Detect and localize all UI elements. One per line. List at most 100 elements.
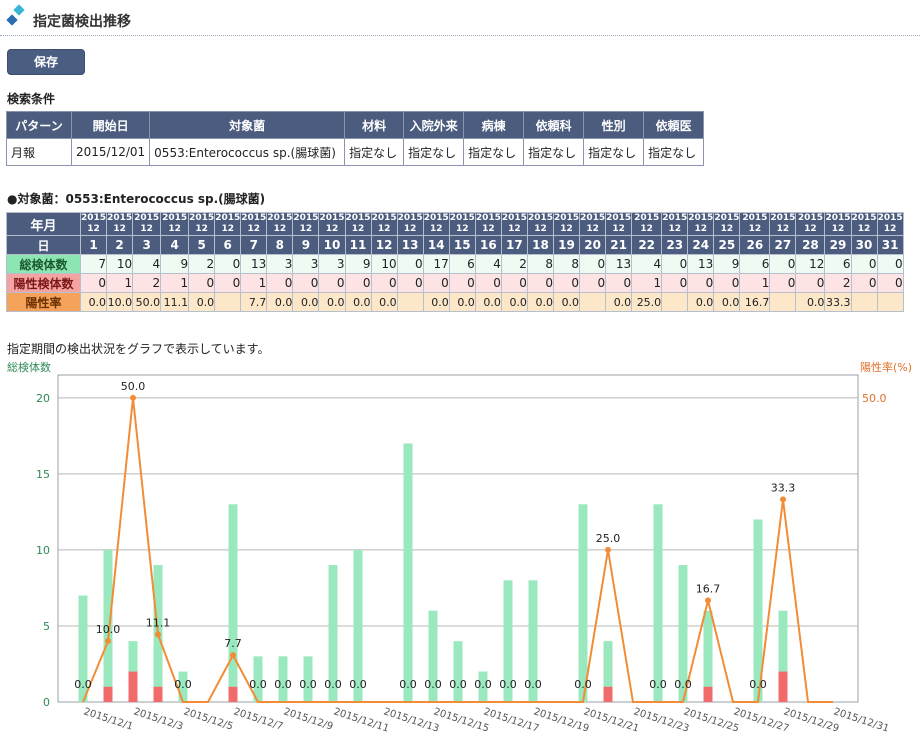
total-bar: [328, 565, 338, 702]
rate-cell: 7.7: [240, 292, 268, 312]
year-text: 2015: [449, 213, 475, 223]
total-bar: [453, 641, 463, 702]
total-cell: 7: [79, 254, 108, 274]
day-cell: 28: [795, 235, 826, 255]
save-button[interactable]: 保存: [7, 49, 85, 75]
positive-row-header: 陽性検体数: [6, 273, 81, 293]
year-month-cell: 2015 12: [106, 212, 134, 236]
month-text: 12: [560, 224, 573, 234]
total-bar: [403, 443, 413, 702]
day-cell: 5: [188, 235, 216, 255]
positive-bar: [603, 686, 613, 702]
year-month-header: 年月: [6, 212, 81, 236]
day-cell: 16: [474, 235, 502, 255]
month-text: 12: [429, 224, 443, 234]
total-row-header: 総検体数: [6, 254, 81, 274]
positive-cell: 2: [824, 273, 852, 293]
day-cell: 26: [739, 235, 771, 255]
total-bar: [653, 504, 663, 702]
rate-row: 陽性率 0.0 10.0 50.0 11.1 0.0 7.7 0.0 0.0 0.0 0.0 0.0…: [6, 292, 904, 312]
rate-cell: 0.0: [474, 292, 502, 312]
search-conditions-table: パターン 開始日 対象菌 材料 入院外来 病棟 依頼科 性別 依頼医 月報 20…: [6, 111, 705, 166]
total-bar: [603, 641, 613, 702]
search-conditions-label: 検索条件: [7, 92, 56, 106]
positive-cell: 0: [769, 273, 797, 293]
x-tick-label: 2015/12/29: [782, 706, 840, 734]
day-cell: 2: [106, 235, 134, 255]
x-tick-label: 2015/12/9: [282, 706, 334, 732]
year-text: 2015: [81, 213, 107, 223]
total-cell: 13: [687, 254, 715, 274]
month-text: 12: [640, 224, 653, 234]
positive-bar: [778, 671, 788, 702]
x-tick-label: 2015/12/5: [182, 706, 234, 732]
year-text: 2015: [580, 213, 606, 223]
month-text: 12: [720, 224, 734, 234]
rate-data-label: 0.0: [274, 678, 292, 691]
month-text: 12: [113, 224, 126, 234]
cond-header-pattern: パターン: [6, 111, 72, 139]
year-text: 2015: [162, 213, 188, 223]
day-cell: 12: [370, 235, 398, 255]
month-text: 12: [694, 224, 708, 234]
x-tick-label: 2015/12/31: [832, 706, 890, 734]
daily-summary-table: 年月 2015 12 2015 12 2015 12 2015 12 2015 12 2015 12 2…: [6, 212, 904, 312]
positive-cell: 1: [739, 273, 771, 293]
x-tick-label: 2015/12/13: [382, 706, 440, 734]
rate-data-label: 16.7: [696, 582, 721, 595]
total-bar: [303, 656, 313, 702]
year-month-row: 年月 2015 12 2015 12 2015 12 2015 12 2015 12 2015 12 2…: [6, 212, 904, 236]
month-text: 12: [273, 224, 287, 234]
rate-point: [605, 546, 611, 553]
total-cell: 0: [850, 254, 878, 274]
day-cell: 18: [526, 235, 555, 255]
total-cell: 0: [396, 254, 424, 274]
day-cell: 21: [605, 235, 633, 255]
positive-cell: 0: [422, 273, 450, 293]
day-cell: 3: [132, 235, 162, 255]
right-axis-label: 陽性率(%): [860, 361, 913, 374]
year-month-cell: 2015 12: [396, 212, 424, 236]
total-cell: 2: [188, 254, 216, 274]
positive-cell: 0: [713, 273, 741, 293]
year-text: 2015: [189, 213, 215, 223]
rate-cell: 33.3: [824, 292, 852, 312]
year-text: 2015: [397, 213, 423, 223]
total-cell: 0: [661, 254, 689, 274]
total-cell: 4: [631, 254, 663, 274]
rate-cell: [396, 292, 424, 312]
year-text: 2015: [134, 213, 160, 223]
month-text: 12: [508, 224, 521, 234]
cond-header-ward: 病棟: [463, 111, 525, 139]
year-text: 2015: [241, 213, 267, 223]
year-text: 2015: [267, 213, 293, 223]
x-tick-label: 2015/12/1: [82, 706, 134, 732]
year-text: 2015: [714, 213, 740, 223]
year-month-cell: 2015 12: [687, 212, 715, 236]
year-text: 2015: [293, 213, 319, 223]
rate-data-label: 0.0: [424, 678, 442, 691]
total-cell: 9: [160, 254, 190, 274]
chart-caption: 指定期間の検出状況をグラフで表示しています。: [7, 342, 270, 356]
positive-cell: 0: [318, 273, 346, 293]
year-month-cell: 2015 12: [318, 212, 346, 236]
day-cell: 19: [552, 235, 581, 255]
rate-cell: 0.0: [605, 292, 633, 312]
total-bar: [503, 580, 513, 702]
total-cell: 3: [318, 254, 346, 274]
rate-data-label: 10.0: [96, 623, 121, 636]
year-month-cell: 2015 12: [292, 212, 320, 236]
y-left-tick-label: 15: [36, 468, 50, 481]
day-cell: 6: [214, 235, 242, 255]
rate-cell: 10.0: [106, 292, 134, 312]
year-text: 2015: [423, 213, 449, 223]
year-month-cell: 2015 12: [79, 212, 108, 236]
rate-cell: 0.0: [713, 292, 741, 312]
x-tick-label: 2015/12/25: [682, 706, 740, 734]
header-divider: [0, 35, 920, 36]
cond-value-start-date: 2015/12/01: [70, 138, 151, 166]
positive-cell: 0: [344, 273, 372, 293]
month-text: 12: [612, 224, 625, 234]
total-bar: [528, 580, 538, 702]
month-text: 12: [456, 224, 469, 234]
